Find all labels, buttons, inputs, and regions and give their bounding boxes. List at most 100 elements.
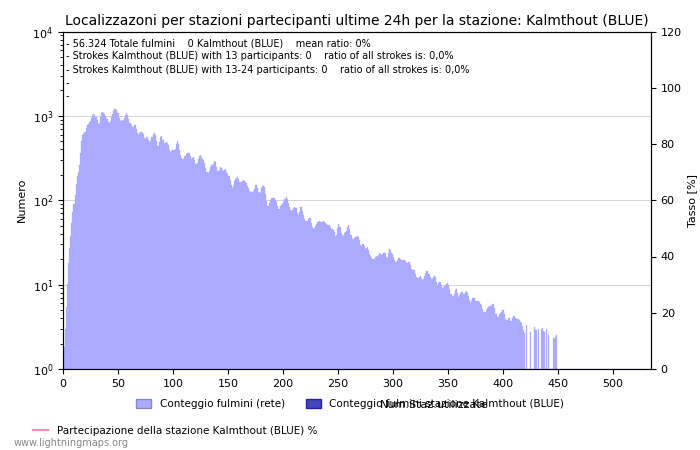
Legend: Partecipazione della stazione Kalmthout (BLUE) %: Partecipazione della stazione Kalmthout … (29, 422, 321, 440)
Bar (642, 369, 643, 450)
Bar (447, 283, 448, 450)
Bar (85, 128, 87, 450)
Bar (449, 289, 450, 450)
Bar (82, 135, 83, 450)
Bar (458, 297, 459, 450)
Bar (177, 141, 178, 450)
Bar (606, 369, 608, 450)
Bar (427, 270, 428, 450)
Bar (235, 179, 236, 450)
Bar (204, 163, 205, 450)
Bar (615, 369, 617, 450)
Bar (298, 215, 299, 450)
Bar (237, 177, 238, 450)
Bar (395, 261, 397, 450)
Bar (268, 206, 269, 450)
Bar (87, 125, 88, 450)
Bar (156, 140, 157, 450)
Bar (454, 294, 455, 450)
Bar (214, 161, 215, 450)
Bar (112, 114, 113, 450)
Bar (391, 253, 392, 450)
Bar (532, 369, 533, 450)
Bar (348, 225, 349, 450)
Bar (573, 369, 575, 450)
Bar (215, 162, 216, 450)
Bar (116, 110, 118, 450)
Bar (78, 171, 79, 450)
Bar (380, 254, 382, 450)
Bar (232, 188, 233, 450)
Bar (591, 369, 592, 450)
Bar (324, 222, 325, 450)
Bar (512, 319, 513, 450)
Bar (95, 117, 97, 450)
Bar (564, 369, 565, 450)
Bar (542, 328, 543, 450)
Bar (470, 303, 471, 450)
Bar (457, 293, 458, 450)
Bar (367, 247, 368, 450)
Bar (434, 275, 435, 450)
Bar (366, 248, 367, 450)
Bar (358, 237, 359, 450)
Bar (289, 207, 290, 450)
Bar (567, 369, 568, 450)
Bar (332, 230, 334, 450)
Bar (503, 310, 504, 450)
Bar (468, 296, 469, 450)
Bar (456, 289, 457, 450)
Bar (311, 222, 312, 450)
Bar (527, 369, 528, 450)
Bar (192, 158, 193, 450)
Bar (494, 308, 496, 450)
Bar (137, 133, 139, 450)
Bar (438, 283, 440, 450)
Bar (477, 301, 478, 450)
Bar (432, 279, 433, 450)
Bar (179, 150, 180, 450)
Bar (261, 189, 262, 450)
Bar (170, 152, 172, 450)
Bar (590, 369, 591, 450)
Bar (108, 123, 110, 450)
Bar (114, 109, 116, 450)
Bar (587, 369, 588, 450)
Bar (450, 294, 452, 450)
Bar (475, 301, 476, 450)
Bar (415, 274, 416, 450)
Bar (603, 369, 604, 450)
Bar (498, 317, 499, 450)
Bar (631, 369, 632, 450)
Bar (135, 125, 136, 450)
Bar (281, 205, 282, 450)
Bar (245, 182, 246, 450)
Bar (632, 369, 633, 450)
Bar (153, 134, 154, 450)
Bar (411, 269, 412, 450)
Bar (392, 254, 393, 450)
Bar (356, 237, 357, 450)
Bar (304, 219, 305, 450)
Bar (260, 192, 261, 450)
Bar (183, 158, 184, 450)
Bar (346, 231, 347, 450)
Bar (363, 246, 365, 450)
Bar (534, 328, 535, 450)
Title: Localizzazoni per stazioni partecipanti ultime 24h per la stazione: Kalmthout (B: Localizzazoni per stazioni partecipanti … (65, 14, 649, 27)
Bar (555, 337, 556, 450)
Bar (536, 329, 537, 450)
Bar (445, 285, 446, 450)
Bar (286, 197, 287, 450)
Bar (402, 261, 403, 450)
Bar (101, 113, 102, 450)
Bar (264, 187, 265, 450)
Bar (168, 145, 169, 450)
Bar (401, 260, 402, 450)
Bar (282, 204, 284, 450)
Bar (316, 224, 317, 450)
Bar (384, 253, 386, 450)
Bar (479, 302, 480, 450)
Bar (626, 369, 627, 450)
Bar (535, 330, 536, 450)
